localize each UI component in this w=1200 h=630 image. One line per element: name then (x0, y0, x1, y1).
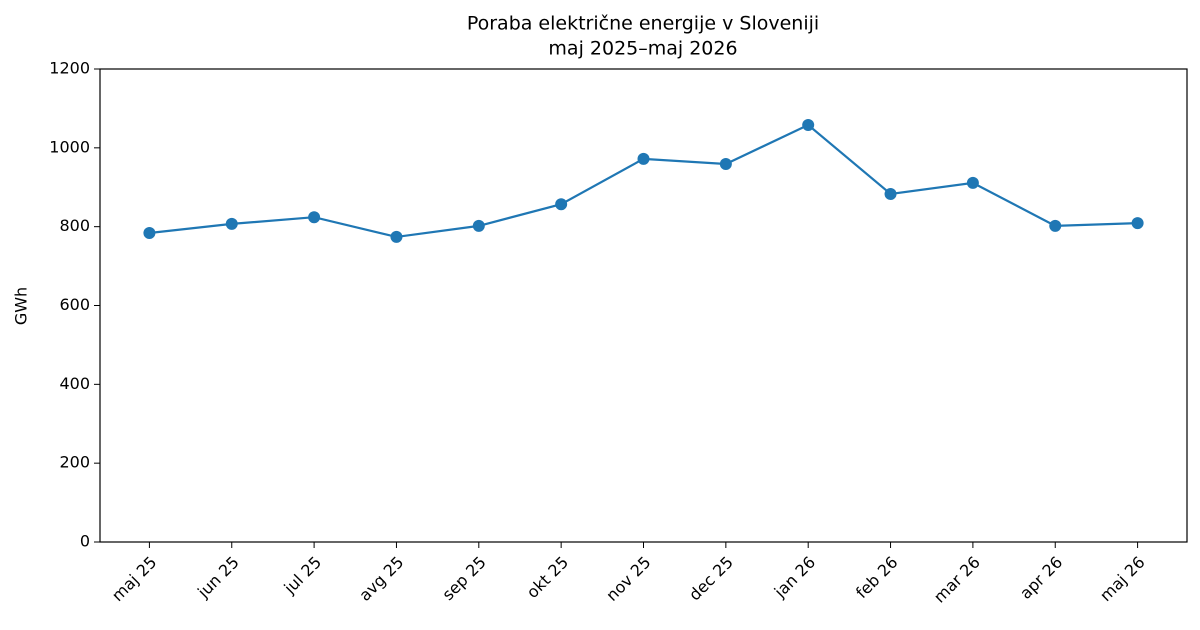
x-tick-label: okt 25 (523, 553, 572, 602)
x-tick-label: apr 26 (1016, 553, 1066, 603)
x-tick-label: jan 26 (770, 553, 819, 602)
x-tick-label: jun 25 (193, 553, 243, 603)
y-tick-label: 1000 (49, 137, 90, 156)
chart-title: Poraba električne energije v Sloveniji (467, 13, 819, 35)
y-tick-label: 800 (59, 216, 90, 235)
data-point (225, 217, 238, 230)
y-tick-label: 400 (59, 374, 90, 393)
data-point (637, 152, 650, 165)
y-tick-label: 1200 (49, 59, 90, 78)
x-tick-label: maj 26 (1096, 553, 1149, 606)
data-point (1131, 217, 1144, 230)
y-tick-label: 0 (80, 532, 90, 551)
x-tick-label: feb 26 (852, 553, 902, 603)
data-point (884, 187, 897, 200)
y-tick-label: 600 (59, 295, 90, 314)
x-tick-label: maj 25 (108, 553, 161, 606)
x-tick-label: mar 26 (930, 553, 984, 607)
series-line (149, 123, 1138, 239)
data-point (1049, 219, 1062, 232)
x-tick-label: dec 25 (685, 553, 737, 605)
plot-frame (99, 68, 1188, 543)
y-tick-label: 200 (59, 453, 90, 472)
data-point (308, 211, 321, 224)
data-point (802, 118, 815, 131)
chart-subtitle: maj 2025–maj 2026 (548, 38, 737, 60)
data-point (719, 157, 732, 170)
x-tick-label: avg 25 (355, 553, 407, 605)
y-axis-label: GWh (12, 287, 31, 325)
x-tick-label: sep 25 (438, 553, 489, 604)
x-tick-label: jul 25 (280, 553, 326, 599)
data-point (390, 230, 403, 243)
data-point (143, 226, 156, 239)
data-point (555, 198, 568, 211)
data-point (472, 219, 485, 232)
data-point (966, 176, 979, 189)
x-tick-label: nov 25 (602, 553, 654, 605)
